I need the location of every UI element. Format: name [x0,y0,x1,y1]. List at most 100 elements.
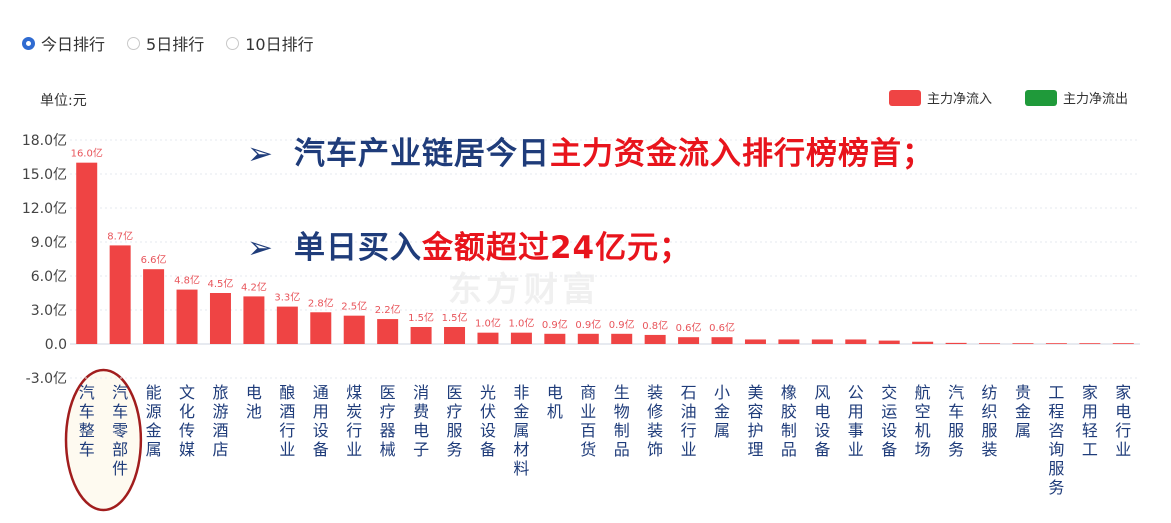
radio-unchecked-icon[interactable] [226,36,240,50]
legend-inflow[interactable]: 主力净流入 [889,88,992,107]
y-tick-label: -3.0亿 [26,371,67,387]
x-tick-label: 业 [681,440,697,459]
data-label: 16.0亿 [71,147,103,160]
x-tick-label: 金 [513,402,529,421]
x-tick-label: 商 [580,383,596,402]
x-tick-label: 货 [580,440,596,459]
x-tick-label: 家 [1115,383,1131,402]
x-tick-label: 轻 [1082,421,1098,440]
bar [410,327,432,344]
x-tick-label: 电 [1115,402,1131,421]
x-tick-label: 车 [79,440,95,459]
x-tick-label: 行 [346,421,362,440]
bar [510,332,532,344]
x-tick-label: 电 [246,383,262,402]
callout-1: ➢ 汽车产业链居今日主力资金流入排行榜榜首； [247,128,934,173]
bar [310,312,332,344]
data-label: 4.5亿 [208,277,234,290]
x-tick-label: 胶 [781,402,797,421]
x-tick-label: 零 [112,421,128,440]
x-tick-label: 整 [79,421,95,440]
legend-inflow-swatch [889,89,921,106]
x-tick-label: 金 [146,421,162,440]
x-tick-label: 店 [212,440,228,459]
x-tick-label: 装 [647,421,663,440]
x-tick-label: 备 [480,440,496,459]
legend-outflow[interactable]: 主力净流出 [1025,88,1128,107]
callout-2: ➢ 单日买入金额超过24亿元； [247,222,691,267]
bar [209,293,231,344]
x-tick-label: 风 [814,383,830,402]
x-tick-label: 医 [447,383,463,402]
tab-5day-ranking[interactable]: 5日排行 [127,31,204,55]
x-tick-label: 电 [413,421,429,440]
radio-unchecked-icon[interactable] [127,36,141,50]
x-tick-label: 设 [313,421,329,440]
x-tick-label: 业 [580,402,596,421]
bar [109,245,131,344]
data-label: 0.6亿 [676,321,702,334]
x-tick-label: 品 [614,440,630,459]
x-tick-label: 机 [915,421,931,440]
x-tick-label: 机 [547,402,563,421]
x-tick-label: 汽 [948,383,964,402]
x-tick-label: 属 [146,440,162,459]
x-tick-label: 服 [1048,459,1064,478]
tab-today-ranking[interactable]: 今日排行 [22,31,105,55]
x-tick-label: 物 [614,402,630,421]
bar [444,327,466,344]
tab-10day-ranking[interactable]: 10日排行 [226,31,314,55]
x-tick-label: 美 [747,383,763,402]
x-tick-label: 备 [814,440,830,459]
x-tick-label: 备 [881,440,897,459]
x-tick-label: 文 [179,383,195,402]
data-label: 0.9亿 [575,318,601,331]
x-tick-label: 伏 [480,402,496,421]
x-tick-label: 空 [915,402,931,421]
tab-label: 10日排行 [245,35,314,54]
x-tick-label: 游 [212,402,228,421]
y-tick-label: 15.0亿 [22,167,67,183]
data-label: 2.5亿 [341,300,367,313]
data-label: 1.5亿 [408,311,434,324]
ranking-tabs: 今日排行 5日排行 10日排行 [22,31,314,55]
x-tick-label: 织 [982,402,998,421]
x-tick-label: 金 [714,402,730,421]
data-label: 1.0亿 [508,317,534,330]
y-tick-label: 0.0 [45,337,67,353]
x-tick-label: 橡 [781,383,797,402]
bar [711,337,733,344]
x-tick-label: 料 [513,459,529,478]
x-tick-label: 设 [814,421,830,440]
x-tick-label: 医 [380,383,396,402]
x-tick-label: 电 [547,383,563,402]
x-tick-label: 工 [1082,440,1098,459]
x-tick-label: 护 [747,421,763,440]
x-tick-label: 事 [848,421,864,440]
bar [778,339,800,344]
bar [276,306,298,344]
x-tick-label: 汽 [112,383,128,402]
data-label: 0.9亿 [609,318,635,331]
legend-inflow-label: 主力净流入 [927,92,993,107]
x-tick-label: 用 [1082,402,1098,421]
y-tick-label: 6.0亿 [31,269,67,285]
radio-checked-icon[interactable] [22,36,35,50]
x-tick-label: 工 [1048,383,1064,402]
x-tick-label: 池 [246,402,262,421]
x-tick-label: 行 [1115,421,1131,440]
x-tick-label: 金 [1015,402,1031,421]
x-tick-label: 业 [279,440,295,459]
x-tick-label: 酿 [279,383,295,402]
data-label: 1.5亿 [442,311,468,324]
data-label: 0.9亿 [542,318,568,331]
bar [343,315,365,344]
x-tick-label: 车 [79,402,95,421]
y-tick-label: 18.0亿 [22,133,67,149]
x-tick-label: 交 [881,383,897,402]
x-tick-label: 贵 [1015,383,1031,402]
x-tick-label: 程 [1048,402,1064,421]
legend-outflow-label: 主力净流出 [1063,92,1129,107]
data-label: 8.7亿 [107,229,133,242]
